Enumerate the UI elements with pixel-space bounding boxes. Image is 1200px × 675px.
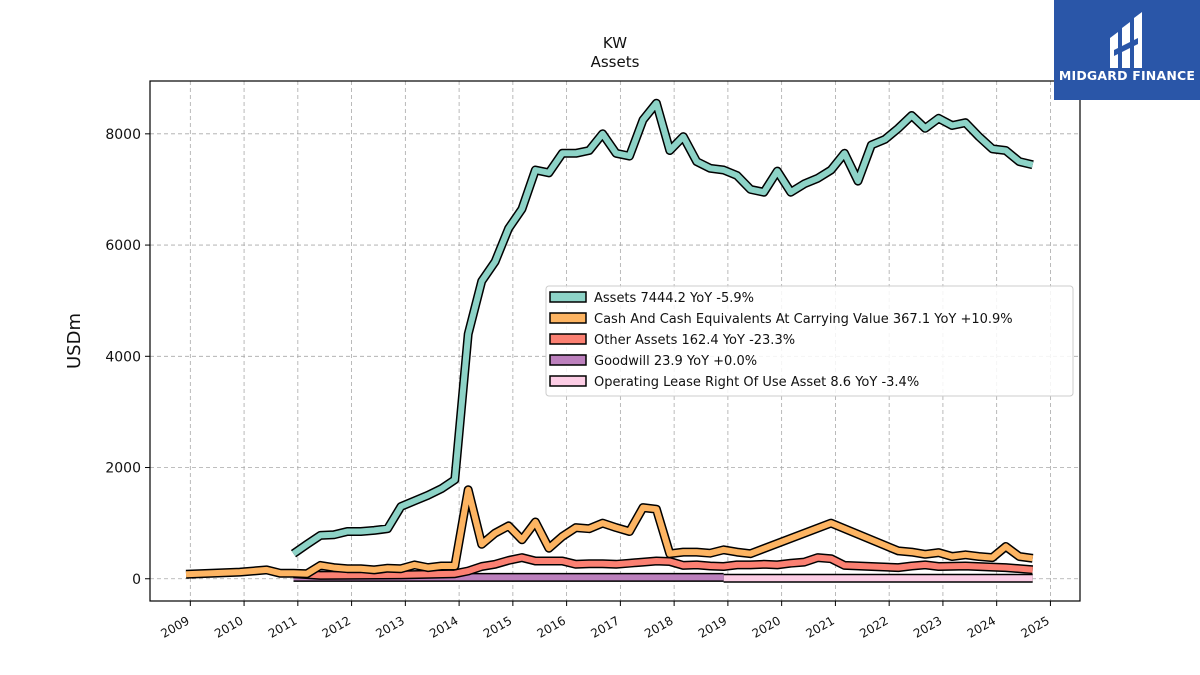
legend: Assets 7444.2 YoY -5.9% Cash And Cash Equ… — [545, 285, 1074, 397]
x-tick-label: 2023 — [911, 613, 944, 640]
x-tick-label: 2016 — [535, 613, 568, 640]
series-assets — [290, 98, 1034, 558]
x-tick-label: 2024 — [965, 613, 998, 640]
x-tick-label: 2013 — [373, 613, 406, 640]
x-axis: 2009 2010 2011 2012 2013 2014 2015 2016 2017 2018… — [158, 601, 1052, 641]
y-tick-label: 8000 — [105, 127, 141, 143]
y-tick-label: 0 — [132, 572, 141, 588]
logo-text: MIDGARD FINANCE — [1058, 68, 1196, 83]
series-cash-and-cash-equivalents-at-carrying-value — [185, 485, 1034, 579]
x-tick-label: 2018 — [642, 613, 675, 640]
legend-item: Operating Lease Right Of Use Asset 8.6 Y… — [549, 375, 919, 390]
x-tick-label: 2022 — [857, 613, 890, 640]
x-tick-label: 2011 — [266, 613, 299, 640]
logo-mark-icon — [1110, 12, 1142, 68]
plot-frame — [149, 80, 1081, 602]
series-line — [291, 100, 1034, 557]
x-tick-label: 2020 — [750, 613, 783, 640]
x-tick-label: 2025 — [1018, 613, 1051, 640]
legend-label: Operating Lease Right Of Use Asset 8.6 Y… — [594, 375, 919, 390]
y-tick-label: 4000 — [105, 349, 141, 365]
brand-logo: MIDGARD FINANCE — [1054, 0, 1200, 100]
legend-label: Other Assets 162.4 YoY -23.3% — [594, 333, 795, 348]
y-tick-label: 2000 — [105, 461, 141, 477]
legend-label: Cash And Cash Equivalents At Carrying Va… — [594, 312, 1013, 327]
legend-label: Assets 7444.2 YoY -5.9% — [594, 291, 754, 306]
legend-item: Other Assets 162.4 YoY -23.3% — [549, 333, 795, 348]
x-tick-label: 2021 — [803, 613, 836, 640]
series-layer — [185, 98, 1034, 583]
y-axis: 0 2000 4000 6000 8000 — [105, 127, 150, 588]
legend-item: Assets 7444.2 YoY -5.9% — [549, 291, 754, 306]
legend-swatch — [549, 333, 587, 345]
y-axis-label: USDm — [64, 313, 85, 369]
legend-swatch — [549, 291, 587, 303]
legend-label: Goodwill 23.9 YoY +0.0% — [594, 354, 757, 369]
y-tick-label: 6000 — [105, 238, 141, 254]
x-tick-label: 2015 — [481, 613, 514, 640]
chart-subtitle: Assets — [591, 53, 640, 71]
series-line — [185, 486, 1034, 578]
chart-title: KW — [603, 34, 627, 52]
x-tick-label: 2014 — [427, 613, 460, 640]
x-tick-label: 2017 — [588, 613, 621, 640]
x-tick-label: 2012 — [320, 613, 353, 640]
legend-swatch — [549, 312, 587, 324]
legend-box — [545, 285, 1074, 397]
series-line — [293, 554, 1033, 579]
legend-item: Cash And Cash Equivalents At Carrying Va… — [549, 312, 1013, 327]
x-tick-label: 2009 — [158, 613, 191, 640]
legend-swatch — [549, 354, 587, 366]
legend-item: Goodwill 23.9 YoY +0.0% — [549, 354, 757, 369]
legend-swatch — [549, 375, 587, 387]
x-tick-label: 2019 — [696, 613, 729, 640]
series-other-assets — [293, 553, 1034, 580]
x-tick-label: 2010 — [212, 613, 245, 640]
